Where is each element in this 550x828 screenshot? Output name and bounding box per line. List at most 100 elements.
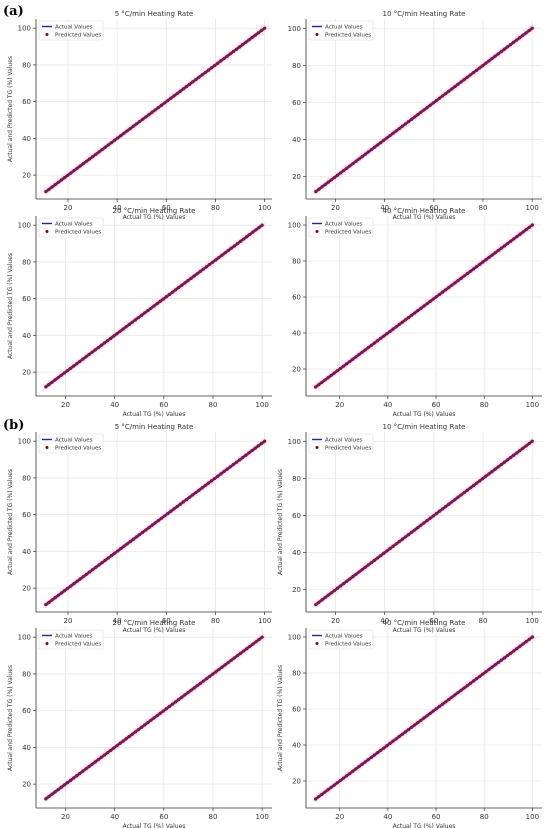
y-tick-label: 20	[22, 585, 31, 593]
x-tick-label: 80	[211, 204, 220, 212]
y-tick-label: 80	[22, 670, 31, 678]
y-tick-label: 40	[22, 332, 31, 340]
x-tick-label: 40	[383, 401, 392, 409]
y-tick-label: 60	[22, 98, 31, 106]
legend-box	[308, 629, 374, 650]
legend-label-actual: Actual Values	[325, 438, 363, 444]
x-tick-label: 80	[479, 617, 488, 625]
y-tick-label: 60	[292, 99, 301, 107]
y-axis-label: Actual and Predicted TG (%) Values	[277, 469, 284, 575]
legend-point-swatch	[45, 642, 49, 645]
legend-point-swatch	[315, 33, 319, 36]
y-axis-label: Actual and Predicted TG (%) Values	[277, 665, 284, 771]
scatter-plot-3: 20 40 60 80 100 20 40 60 80 100 20 °C/min Heating …	[7, 207, 272, 418]
legend-label-actual: Actual Values	[325, 634, 363, 640]
x-tick-label: 100	[258, 204, 271, 212]
actual-values-line	[44, 439, 266, 606]
legend-label-actual: Actual Values	[55, 438, 93, 444]
legend-label-predicted: Predicted Values	[325, 230, 371, 236]
x-axis-label: Actual TG (%) Values	[393, 411, 456, 418]
legend-label-predicted: Predicted Values	[325, 33, 371, 39]
y-tick-label: 80	[22, 61, 31, 69]
x-tick-label: 40	[110, 401, 119, 409]
y-tick-label: 100	[18, 438, 31, 446]
legend-label-predicted: Predicted Values	[325, 642, 371, 648]
y-tick-label: 80	[22, 258, 31, 266]
y-tick-label: 60	[292, 706, 301, 714]
y-tick-label: 80	[22, 474, 31, 482]
y-tick-label: 80	[292, 62, 301, 70]
chart-title: 10 °C/min Heating Rate	[382, 423, 465, 431]
panel-label-a: (a)	[3, 4, 24, 19]
y-tick-label: 60	[22, 295, 31, 303]
legend-box	[38, 20, 104, 41]
x-tick-label: 100	[255, 813, 268, 821]
y-tick-label: 100	[18, 25, 31, 33]
legend-box	[308, 217, 374, 238]
x-tick-label: 80	[209, 401, 218, 409]
x-tick-label: 60	[162, 204, 171, 212]
y-tick-label: 40	[292, 742, 301, 750]
legend-label-predicted: Predicted Values	[55, 33, 101, 39]
legend: Actual Values Predicted Values	[308, 20, 374, 41]
legend: Actual Values Predicted Values	[38, 629, 104, 650]
y-tick-label: 40	[22, 548, 31, 556]
y-tick-label: 40	[22, 135, 31, 143]
y-tick-label: 20	[22, 172, 31, 180]
legend-box	[308, 20, 374, 41]
chart-title: 10 °C/min Heating Rate	[382, 10, 465, 18]
y-tick-label: 60	[292, 294, 301, 302]
y-tick-label: 40	[292, 330, 301, 338]
legend-label-predicted: Predicted Values	[55, 230, 101, 236]
x-tick-label: 40	[380, 204, 389, 212]
legend: Actual Values Predicted Values	[308, 629, 374, 650]
legend-label-predicted: Predicted Values	[325, 446, 371, 452]
x-tick-label: 20	[63, 617, 72, 625]
actual-values-line	[314, 635, 534, 801]
x-tick-label: 60	[162, 617, 171, 625]
x-tick-label: 80	[211, 617, 220, 625]
scatter-plot-6: 20 40 60 80 100 20 40 60 80 100 10 °C/min Heating …	[277, 423, 542, 634]
x-tick-label: 60	[159, 401, 168, 409]
x-tick-label: 80	[480, 813, 489, 821]
x-tick-label: 100	[526, 813, 539, 821]
x-tick-label: 40	[113, 617, 122, 625]
x-tick-label: 20	[61, 401, 70, 409]
y-axis-label: Actual and Predicted TG (%) Values	[7, 665, 14, 771]
x-tick-label: 20	[331, 204, 340, 212]
y-tick-label: 40	[292, 136, 301, 144]
legend-label-actual: Actual Values	[325, 25, 363, 31]
y-tick-label: 20	[22, 369, 31, 377]
legend: Actual Values Predicted Values	[308, 217, 374, 238]
y-tick-label: 80	[292, 475, 301, 483]
x-axis-label: Actual TG (%) Values	[393, 214, 456, 221]
actual-values-line	[314, 223, 534, 389]
x-axis-label: Actual TG (%) Values	[393, 627, 456, 634]
x-tick-label: 100	[525, 204, 538, 212]
x-tick-label: 20	[61, 813, 70, 821]
x-axis-label: Actual TG (%) Values	[123, 214, 186, 221]
legend-point-swatch	[45, 33, 49, 36]
legend-label-actual: Actual Values	[55, 222, 93, 228]
legend-label-predicted: Predicted Values	[55, 642, 101, 648]
x-tick-label: 100	[258, 617, 271, 625]
x-tick-label: 20	[331, 617, 340, 625]
x-tick-label: 60	[429, 617, 438, 625]
y-tick-label: 100	[288, 438, 301, 446]
x-axis-label: Actual TG (%) Values	[123, 627, 186, 634]
legend-point-swatch	[315, 230, 319, 233]
y-tick-label: 80	[292, 258, 301, 266]
actual-values-line	[44, 635, 264, 801]
x-tick-label: 40	[383, 813, 392, 821]
x-tick-label: 100	[255, 401, 268, 409]
y-tick-label: 100	[18, 634, 31, 642]
actual-values-line	[44, 26, 266, 193]
y-tick-label: 40	[22, 744, 31, 752]
legend-point-swatch	[45, 446, 49, 449]
legend: Actual Values Predicted Values	[308, 433, 374, 454]
x-tick-label: 20	[335, 401, 344, 409]
scatter-plot-1: 20 40 60 80 100 20 40 60 80 100 5 °C/min Heating R…	[7, 10, 272, 221]
y-tick-label: 100	[288, 634, 301, 642]
y-tick-label: 60	[22, 511, 31, 519]
x-tick-label: 60	[432, 401, 441, 409]
